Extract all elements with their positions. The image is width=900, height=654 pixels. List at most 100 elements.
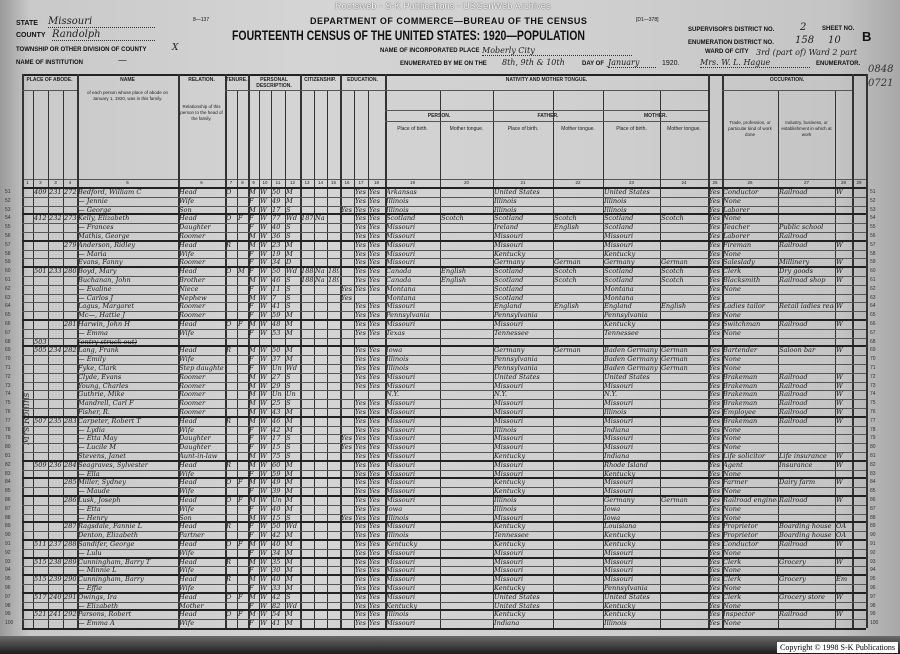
cell-marital: M <box>286 425 293 434</box>
cell-marital: S <box>286 223 291 232</box>
table-top-border <box>22 74 866 76</box>
cell-race: W <box>260 452 267 460</box>
cell-ftongue: English <box>554 302 580 311</box>
cell-name: — Emma <box>78 328 108 337</box>
cell-relation: Nephew <box>179 293 207 302</box>
cell-sex: M <box>249 416 256 425</box>
cell-read: Yes <box>355 399 367 408</box>
cell-owned: R <box>226 346 231 355</box>
group-divider <box>722 90 852 91</box>
cell-english: Yes <box>709 205 721 214</box>
cell-name: — Frances <box>78 223 114 232</box>
cell-age: 34 <box>272 258 281 267</box>
group-header-nativity: NATIVITY AND MOTHER TONGUE. <box>505 77 588 83</box>
cell-mbirth: Pennsylvania <box>604 584 648 592</box>
cell-age: Un <box>272 496 282 504</box>
row-divider <box>22 205 866 207</box>
cell-age: 15 <box>272 443 281 452</box>
cell-relation: Niece <box>179 284 199 293</box>
cell-occupation: None <box>723 355 741 364</box>
cell-marital: M <box>286 619 293 628</box>
row-divider <box>22 399 866 401</box>
cell-mbirth: Tennessee <box>604 328 639 337</box>
cell-occupation: Laborer <box>723 205 750 214</box>
cell-birth: Illinois <box>386 196 409 205</box>
cell-read: Yes <box>355 425 367 434</box>
line-number-right: 69 <box>870 347 876 354</box>
cell-occupation: None <box>723 364 741 372</box>
row-divider <box>22 556 866 559</box>
cell-read: Yes <box>355 566 367 575</box>
cell-marital: Wd <box>286 214 297 223</box>
column-divider <box>77 74 79 628</box>
cell-fbirth: Kentucky <box>494 610 526 619</box>
group-header-occupation: OCCUPATION. <box>769 77 805 83</box>
line-number-left: 51 <box>5 189 11 195</box>
row-divider <box>22 566 866 568</box>
cell-marital: M <box>286 408 293 416</box>
row-divider <box>22 591 866 594</box>
sheet-label: SHEET NO. <box>822 26 855 32</box>
group-header-tenure: TENURE. <box>225 77 248 83</box>
cell-age: 43 <box>272 408 281 416</box>
cell-owned: O <box>226 320 232 328</box>
line-number-right: 87 <box>870 505 876 512</box>
cell-read: Yes <box>355 249 367 258</box>
cell-mbirth: Missouri <box>604 381 634 390</box>
cell-occupation: Fireman <box>723 240 752 249</box>
cell-birth: Missouri <box>386 566 416 575</box>
cell-race: W <box>260 540 267 548</box>
cell-marital: S <box>286 293 291 302</box>
cell-industry: Grocery store <box>779 592 826 601</box>
cell-write: Yes <box>369 328 381 337</box>
cell-fbirth: Indiana <box>494 619 520 628</box>
subgroup-divider <box>493 110 603 111</box>
cell-fbirth: Kentucky <box>494 452 526 460</box>
cell-marital: M <box>286 557 293 566</box>
cell-write: Yes <box>369 496 381 504</box>
cell-english: Yes <box>709 232 721 240</box>
subgroup-header-father: FATHER. <box>537 113 559 119</box>
cell-english: Yes <box>709 540 721 548</box>
cell-occupation: None <box>723 284 741 293</box>
cell-birth: Missouri <box>386 408 416 416</box>
cell-mbirth: United States <box>604 372 650 381</box>
cell-race: W <box>260 487 267 496</box>
cell-mtongue: Scotch <box>661 214 684 223</box>
cell-marital: S <box>286 232 291 240</box>
group-divider <box>248 90 300 91</box>
column-divider <box>368 90 369 628</box>
cell-mbirth: Missouri <box>604 399 634 408</box>
cell-race: W <box>260 619 267 628</box>
cell-sex: F <box>249 355 254 364</box>
line-number-right: 98 <box>870 602 876 609</box>
cell-fbirth: Missouri <box>494 460 524 469</box>
cell-occupation: None <box>723 434 741 443</box>
cell-industry: Insurance <box>779 460 813 469</box>
cell-industry: Railroad <box>779 416 808 425</box>
cell-read: Yes <box>355 355 367 364</box>
county-value: Randolph <box>52 29 155 41</box>
cell-occupation: Brakeman <box>723 381 758 390</box>
cell-write: Yes <box>369 302 381 311</box>
cell-mtongue: English <box>661 302 687 311</box>
cell-marital: M <box>286 540 293 548</box>
line-number-right: 75 <box>870 400 876 407</box>
cell-sex: M <box>249 205 256 214</box>
cell-mbirth: Missouri <box>604 240 634 249</box>
cell-sex: F <box>249 531 254 540</box>
cell-mbirth: Kentucky <box>604 540 636 548</box>
cell-owned: O <box>226 267 232 276</box>
line-number-right: 66 <box>870 321 876 327</box>
cell-occupation: None <box>723 504 741 513</box>
row-divider <box>22 381 866 383</box>
cell-fbirth: Missouri <box>494 557 524 566</box>
cell-mtongue: German <box>661 346 688 355</box>
cell-name: Carpeter, Robert T <box>78 416 141 425</box>
row-divider <box>22 319 866 321</box>
column-number: 29 <box>856 180 862 185</box>
line-number-left: 61 <box>5 277 11 283</box>
cell-sex: F <box>249 566 254 575</box>
cell-fbirth: Missouri <box>494 320 524 328</box>
